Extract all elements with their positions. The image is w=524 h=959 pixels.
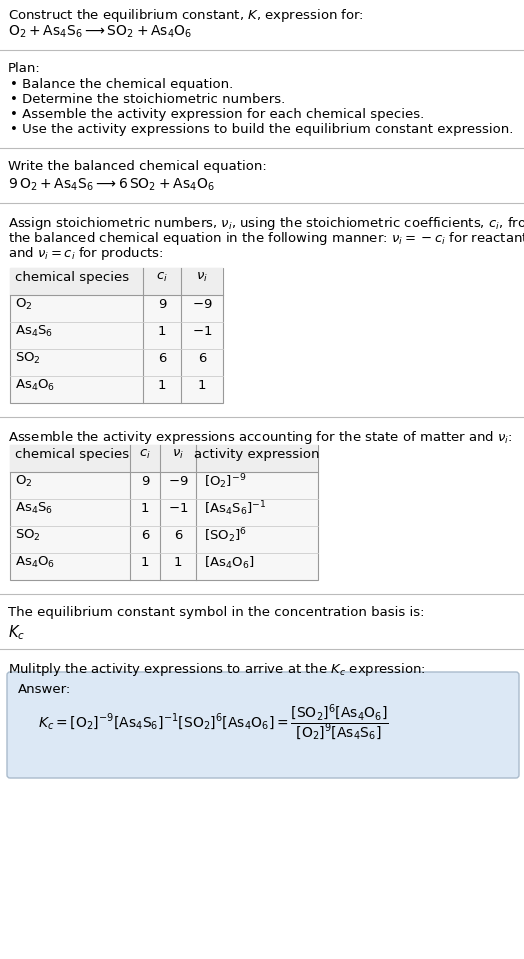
Text: Write the balanced chemical equation:: Write the balanced chemical equation: (8, 160, 267, 173)
Text: Assemble the activity expressions accounting for the state of matter and $\nu_i$: Assemble the activity expressions accoun… (8, 429, 512, 446)
Text: • Balance the chemical equation.: • Balance the chemical equation. (10, 78, 233, 91)
Text: $\mathrm{O_2}$: $\mathrm{O_2}$ (15, 297, 32, 312)
Text: 1: 1 (174, 556, 182, 569)
Text: $\mathrm{As_4O_6}$: $\mathrm{As_4O_6}$ (15, 555, 55, 570)
Text: $\mathrm{SO_2}$: $\mathrm{SO_2}$ (15, 351, 41, 366)
Text: $\mathrm{As_4S_6}$: $\mathrm{As_4S_6}$ (15, 501, 53, 516)
Text: $9\,\mathrm{O_2} + \mathrm{As_4S_6} \longrightarrow 6\,\mathrm{SO_2} + \mathrm{A: $9\,\mathrm{O_2} + \mathrm{As_4S_6} \lon… (8, 177, 215, 194)
Text: $\mathrm{O_2}$: $\mathrm{O_2}$ (15, 474, 32, 489)
Text: activity expression: activity expression (194, 448, 320, 461)
Text: $c_i$: $c_i$ (139, 448, 151, 461)
Bar (10, 445, 318, 472)
Text: $K_c = [\mathrm{O_2}]^{-9}[\mathrm{As_4S_6}]^{-1}[\mathrm{SO_2}]^{6}[\mathrm{As_: $K_c = [\mathrm{O_2}]^{-9}[\mathrm{As_4S… (38, 703, 389, 743)
Text: Plan:: Plan: (8, 62, 41, 75)
Text: 9: 9 (158, 298, 166, 311)
Text: the balanced chemical equation in the following manner: $\nu_i = -c_i$ for react: the balanced chemical equation in the fo… (8, 230, 524, 247)
Text: • Use the activity expressions to build the equilibrium constant expression.: • Use the activity expressions to build … (10, 123, 514, 136)
Text: $\mathrm{As_4O_6}$: $\mathrm{As_4O_6}$ (15, 378, 55, 393)
Text: $\mathrm{O_2 + As_4S_6 \longrightarrow SO_2 + As_4O_6}$: $\mathrm{O_2 + As_4S_6 \longrightarrow S… (8, 24, 192, 40)
Text: 6: 6 (198, 352, 206, 365)
Text: 1: 1 (141, 502, 149, 515)
Text: • Assemble the activity expression for each chemical species.: • Assemble the activity expression for e… (10, 108, 424, 121)
Text: • Determine the stoichiometric numbers.: • Determine the stoichiometric numbers. (10, 93, 285, 106)
Text: $-1$: $-1$ (192, 325, 212, 338)
Text: Mulitply the activity expressions to arrive at the $K_c$ expression:: Mulitply the activity expressions to arr… (8, 661, 426, 678)
Text: chemical species: chemical species (15, 448, 129, 461)
FancyBboxPatch shape (7, 672, 519, 778)
Text: 6: 6 (158, 352, 166, 365)
Text: $\nu_i$: $\nu_i$ (196, 271, 208, 284)
Text: 1: 1 (158, 325, 166, 338)
Text: Construct the equilibrium constant, $K$, expression for:: Construct the equilibrium constant, $K$,… (8, 7, 364, 24)
Text: $[\mathrm{SO_2}]^{6}$: $[\mathrm{SO_2}]^{6}$ (204, 526, 247, 545)
Text: Assign stoichiometric numbers, $\nu_i$, using the stoichiometric coefficients, $: Assign stoichiometric numbers, $\nu_i$, … (8, 215, 524, 232)
Text: 6: 6 (174, 529, 182, 542)
Text: Answer:: Answer: (18, 683, 71, 696)
Text: 9: 9 (141, 475, 149, 488)
Text: 1: 1 (198, 379, 206, 392)
Bar (10, 268, 223, 403)
Text: $[\mathrm{As_4O_6}]$: $[\mathrm{As_4O_6}]$ (204, 554, 255, 571)
Text: $-9$: $-9$ (168, 475, 188, 488)
Text: The equilibrium constant symbol in the concentration basis is:: The equilibrium constant symbol in the c… (8, 606, 424, 619)
Text: $K_c$: $K_c$ (8, 623, 25, 642)
Bar (10, 268, 223, 295)
Text: $\nu_i$: $\nu_i$ (172, 448, 184, 461)
Text: $-9$: $-9$ (192, 298, 212, 311)
Text: $[\mathrm{As_4S_6}]^{-1}$: $[\mathrm{As_4S_6}]^{-1}$ (204, 499, 266, 518)
Text: chemical species: chemical species (15, 271, 129, 284)
Text: and $\nu_i = c_i$ for products:: and $\nu_i = c_i$ for products: (8, 245, 163, 262)
Text: $\mathrm{As_4S_6}$: $\mathrm{As_4S_6}$ (15, 324, 53, 339)
Text: 1: 1 (141, 556, 149, 569)
Text: $\mathrm{SO_2}$: $\mathrm{SO_2}$ (15, 528, 41, 543)
Text: 6: 6 (141, 529, 149, 542)
Text: $-1$: $-1$ (168, 502, 188, 515)
Text: 1: 1 (158, 379, 166, 392)
Bar (10, 445, 318, 580)
Text: $c_i$: $c_i$ (156, 271, 168, 284)
Text: $[\mathrm{O_2}]^{-9}$: $[\mathrm{O_2}]^{-9}$ (204, 472, 246, 491)
